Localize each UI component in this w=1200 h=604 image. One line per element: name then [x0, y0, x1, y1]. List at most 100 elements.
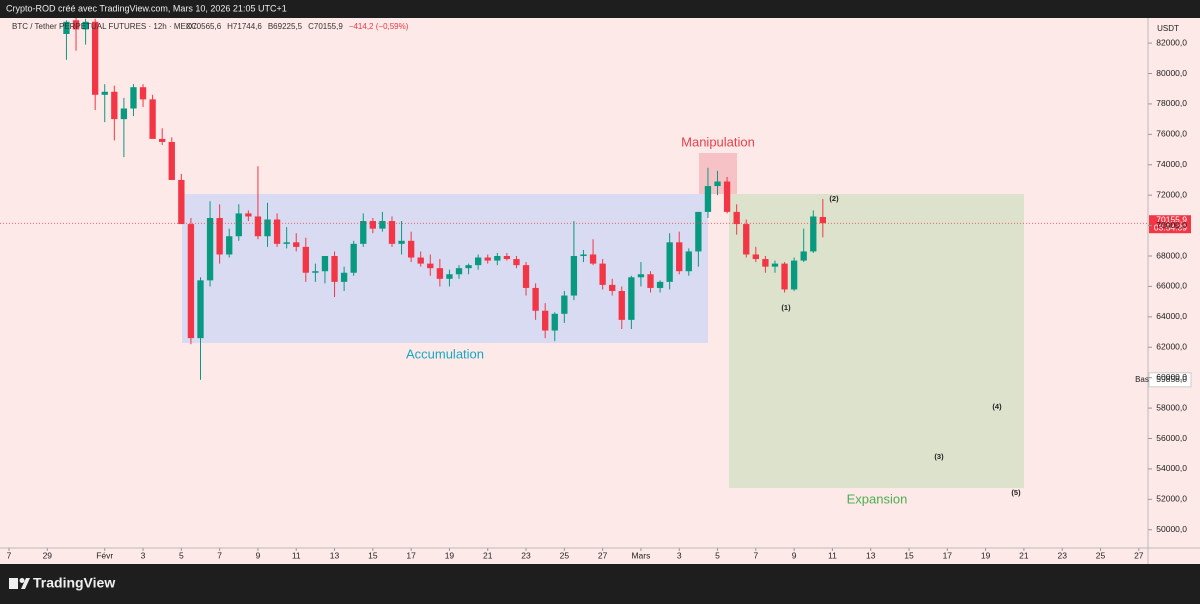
candle-body	[407, 240, 415, 258]
candle-body	[331, 256, 338, 282]
candle-body	[656, 281, 664, 288]
zone-label: Expansion	[847, 491, 908, 506]
candle-body	[800, 251, 807, 261]
candle-body	[704, 186, 712, 212]
candle-body	[360, 221, 367, 244]
candle-body	[398, 240, 405, 244]
y-tick-label: 76000,0	[1156, 129, 1187, 139]
y-tick-label: 60000,0	[1156, 372, 1187, 382]
candle-body	[771, 263, 779, 267]
candle-body	[302, 246, 309, 273]
candle-body	[484, 257, 491, 261]
x-tick-label: 5	[715, 550, 720, 560]
candle-body	[522, 265, 530, 288]
candle-body	[474, 257, 482, 266]
candle-body	[168, 141, 175, 180]
x-tick-label: 21	[483, 550, 493, 560]
legend-value: C70155,9	[308, 22, 343, 31]
candle-body	[92, 21, 99, 95]
candle-body	[819, 216, 827, 224]
candle-body	[264, 219, 271, 237]
candle-body	[637, 274, 645, 278]
low-marker-text: Bas	[1135, 375, 1149, 384]
y-tick-label: 72000,0	[1156, 189, 1187, 199]
countdown: 03:54:39	[1154, 222, 1187, 232]
x-tick-label: 19	[981, 550, 991, 560]
wave-label: (2)	[829, 194, 839, 203]
x-tick-label: 17	[943, 550, 953, 560]
x-tick-label: 11	[292, 550, 301, 560]
candle-body	[723, 181, 731, 212]
x-tick-label: 27	[1134, 550, 1144, 560]
candle-body	[455, 268, 463, 275]
candle-body	[321, 256, 329, 272]
x-tick-label: 25	[560, 550, 570, 560]
zone-label: Accumulation	[406, 346, 484, 361]
candle-body	[235, 213, 242, 237]
candle-body	[676, 242, 683, 272]
candle-body	[245, 213, 252, 217]
tradingview-logo	[9, 578, 30, 589]
legend-value: −414,2 (−0,59%)	[349, 22, 409, 31]
candle-body	[618, 290, 625, 320]
candle-body	[350, 243, 357, 273]
x-tick-label: 13	[866, 550, 876, 560]
candle-body	[226, 236, 233, 255]
candle-body	[159, 138, 166, 142]
candle-body	[446, 274, 453, 279]
x-tick-label: 11	[828, 550, 837, 560]
x-tick-label: 15	[904, 550, 914, 560]
zone-label: Manipulation	[681, 134, 755, 149]
y-tick-label: 58000,0	[1156, 402, 1187, 412]
x-tick-label: 7	[217, 550, 222, 560]
x-tick-label: 27	[598, 550, 608, 560]
x-tick-label: 7	[7, 550, 12, 560]
x-tick-label: Févr	[96, 550, 113, 560]
credit: Crypto-ROD créé avec TradingView.com, Ma…	[6, 3, 287, 13]
x-tick-label: 17	[406, 550, 416, 560]
legend-value: H71744,6	[227, 22, 262, 31]
last-price-box	[1149, 215, 1191, 234]
candle-body	[762, 259, 769, 267]
x-tick-label: 19	[445, 550, 455, 560]
candle-body	[542, 310, 549, 331]
x-tick-label: 23	[521, 550, 531, 560]
y-tick-label: 50000,0	[1156, 524, 1187, 534]
y-tick-label: 80000,0	[1156, 68, 1187, 78]
x-tick-label: 15	[368, 550, 378, 560]
candle-body	[609, 284, 616, 291]
candle-body	[695, 211, 702, 252]
y-tick-label: 74000,0	[1156, 159, 1187, 169]
y-tick-label: 54000,0	[1156, 463, 1187, 473]
x-tick-label: 25	[1096, 550, 1106, 560]
candle-body	[197, 280, 204, 339]
candle-body	[743, 224, 750, 255]
wave-label: (5)	[1011, 488, 1021, 497]
candle-body	[369, 221, 376, 229]
candle-body	[139, 87, 147, 100]
x-tick-label: 29	[43, 550, 53, 560]
candle-body	[178, 179, 185, 225]
candle-body	[790, 260, 798, 290]
symbol-title: BTC / Tether PERPETUAL FUTURES · 12h · M…	[12, 22, 197, 31]
accumulation-zone	[182, 194, 708, 343]
candle-body	[63, 21, 70, 34]
y-tick-label: 70000,0	[1156, 220, 1187, 230]
x-tick-label: 7	[753, 550, 758, 560]
x-tick-label: 13	[330, 550, 340, 560]
x-tick-label: 23	[1057, 550, 1067, 560]
candle-body	[379, 221, 386, 229]
candle-body	[714, 181, 721, 187]
candle-body	[254, 216, 262, 237]
candle-body	[283, 242, 290, 244]
candle-body	[82, 21, 89, 30]
candle-body	[666, 242, 673, 282]
x-tick-label: 9	[792, 550, 797, 560]
currency: USDT	[1157, 24, 1179, 33]
plot-area	[63, 18, 827, 380]
candle-body	[417, 257, 424, 264]
candle-body	[72, 20, 80, 30]
candle-body	[101, 91, 108, 95]
candle-body	[149, 99, 156, 139]
candle-body	[340, 272, 348, 282]
